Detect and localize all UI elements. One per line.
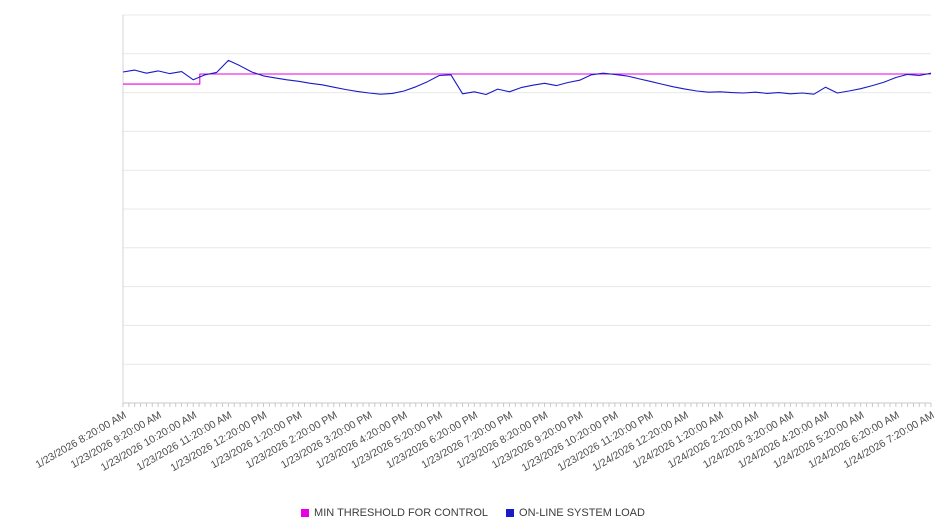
line-chart-canvas: 1/23/2026 8:20:00 AM1/23/2026 9:20:00 AM…	[34, 14, 937, 474]
legend-swatch-min-threshold-icon	[301, 509, 310, 517]
series-line-on-line-system-load	[122, 59, 932, 96]
legend-item-on-line-system-load[interactable]: ON-LINE SYSTEM LOAD	[506, 507, 645, 519]
legend-swatch-system-load-icon	[506, 509, 515, 517]
legend-label-system-load: ON-LINE SYSTEM LOAD	[519, 507, 645, 519]
chart-legend: MIN THRESHOLD FOR CONTROL ON-LINE SYSTEM…	[0, 507, 946, 519]
legend-item-min-threshold-for-control[interactable]: MIN THRESHOLD FOR CONTROL	[301, 507, 488, 519]
series-line-min-threshold-for-control	[123, 73, 931, 85]
legend-label-min-threshold: MIN THRESHOLD FOR CONTROL	[314, 507, 489, 519]
